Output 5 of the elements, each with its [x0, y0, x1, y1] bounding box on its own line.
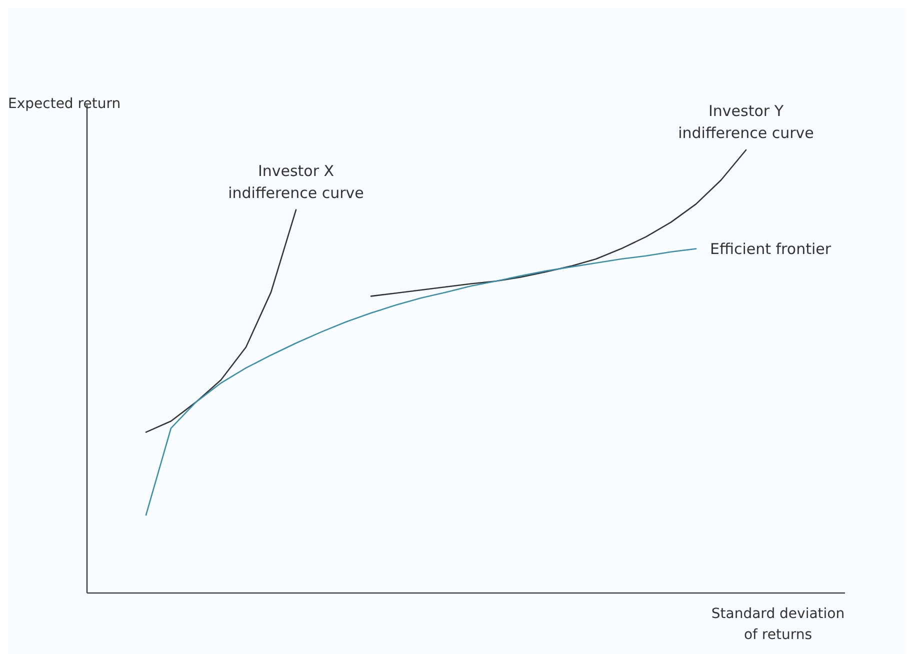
y-axis-title: Expected return	[8, 96, 121, 112]
series-label: Investor Y indifference curve	[678, 102, 814, 142]
series-label: Investor X indifference curve	[228, 162, 364, 202]
x-axis-title: Standard deviation of returns	[711, 606, 845, 643]
series-label: Efficient frontier	[710, 240, 832, 258]
